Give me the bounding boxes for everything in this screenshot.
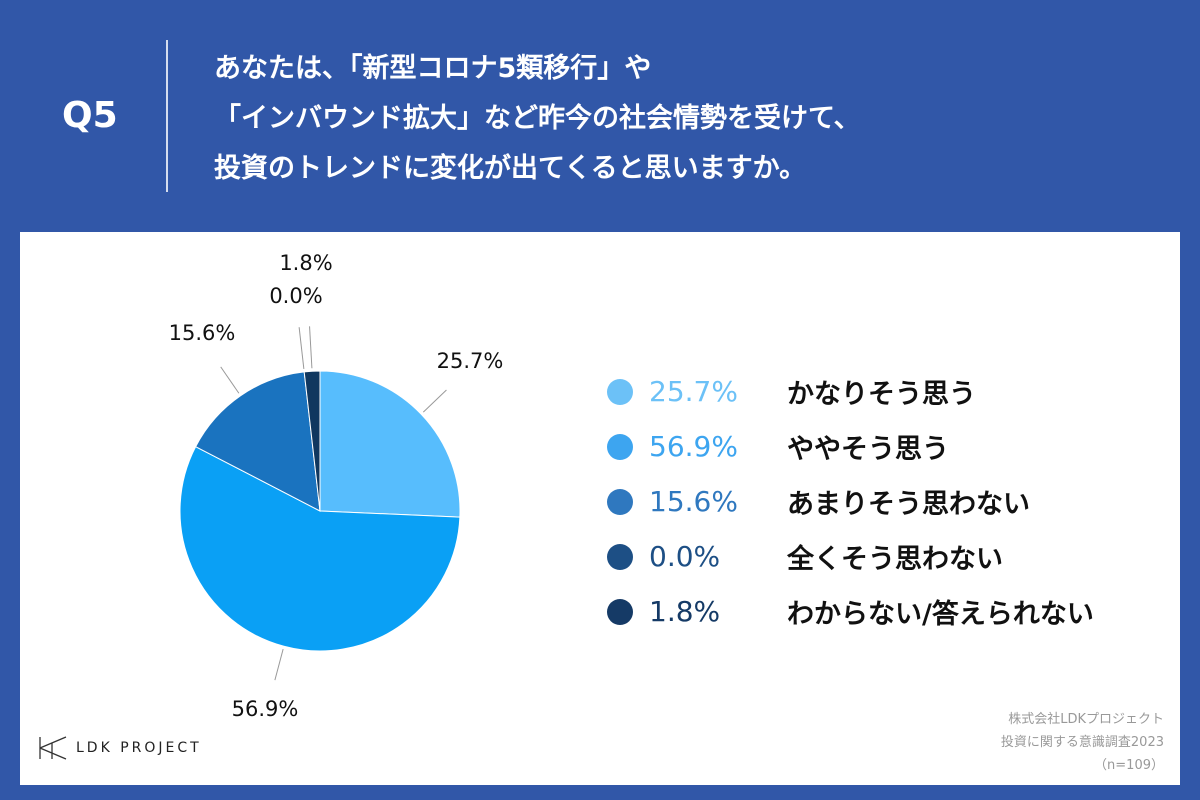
legend-label: かなりそう思う xyxy=(787,379,976,410)
legend-percent: 0.0% xyxy=(649,540,721,573)
legend-label: わからない/答えられない xyxy=(787,599,1094,630)
legend-item: 15.6% あまりそう思わない xyxy=(607,474,1094,529)
question-title: あなたは、「新型コロナ5類移行」や 「インバウンド拡大」など昨今の社会情勢を受け… xyxy=(214,44,861,194)
source-credit: 株式会社LDKプロジェクト 投資に関する意識調査2023 （n=109） xyxy=(1001,708,1164,777)
data-label: 1.8% xyxy=(279,251,332,275)
legend-item: 25.7% かなりそう思う xyxy=(607,364,1094,419)
data-label: 25.7% xyxy=(437,349,504,373)
leader-line xyxy=(298,327,305,369)
data-label: 0.0% xyxy=(269,284,322,308)
legend-item: 1.8% わからない/答えられない xyxy=(607,584,1094,639)
data-label: 15.6% xyxy=(169,321,236,345)
leader-line xyxy=(220,366,240,394)
pie-slice xyxy=(303,370,321,512)
legend-label: 全くそう思わない xyxy=(787,544,1003,575)
leader-line xyxy=(422,389,447,413)
legend-dot xyxy=(607,433,633,460)
legend-percent: 56.9% xyxy=(649,430,738,463)
title-line: 投資のトレンドに変化が出てくると思いますか。 xyxy=(214,153,807,184)
ldk-logo-icon xyxy=(39,736,67,760)
legend-dot xyxy=(607,543,633,570)
legend-item: 56.9% ややそう思う xyxy=(607,419,1094,474)
title-line: あなたは、「新型コロナ5類移行」や xyxy=(214,53,652,84)
legend-item: 0.0% 全くそう思わない xyxy=(607,529,1094,584)
title-line: 「インバウンド拡大」など昨今の社会情勢を受けて、 xyxy=(214,103,861,134)
credit-line: （n=109） xyxy=(1094,758,1164,773)
credit-line: 株式会社LDKプロジェクト xyxy=(1008,712,1164,727)
legend-dot xyxy=(607,378,633,405)
legend-dot xyxy=(607,598,633,625)
legend-percent: 1.8% xyxy=(649,595,721,628)
leader-line xyxy=(274,649,284,681)
question-number: Q5 xyxy=(62,95,118,136)
company-logo: LDK PROJECT xyxy=(38,735,202,761)
data-label: 56.9% xyxy=(232,697,299,721)
logo-text: LDK PROJECT xyxy=(76,740,202,756)
pie-slice xyxy=(194,371,321,512)
leader-line xyxy=(309,326,313,369)
legend-dot xyxy=(607,488,633,515)
credit-line: 投資に関する意識調査2023 xyxy=(1000,735,1164,750)
legend: 25.7% かなりそう思う 56.9% ややそう思う 15.6% あまりそう思わない … xyxy=(607,364,1094,639)
legend-percent: 25.7% xyxy=(649,375,738,408)
pie-slice xyxy=(179,445,461,652)
pie-slice xyxy=(319,370,461,518)
legend-percent: 15.6% xyxy=(649,485,738,518)
legend-label: あまりそう思わない xyxy=(787,489,1030,520)
divider xyxy=(166,40,168,192)
legend-label: ややそう思う xyxy=(787,434,949,465)
